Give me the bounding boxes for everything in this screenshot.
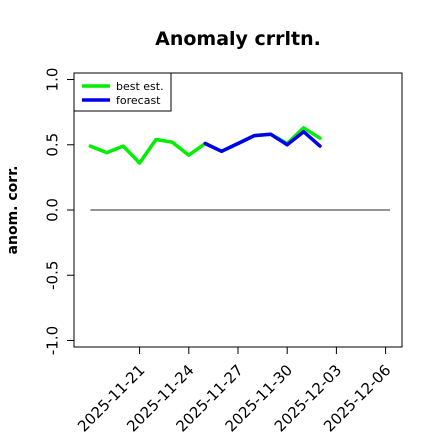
- legend-box: [73, 72, 172, 112]
- y-tick-label-4: -1.0: [43, 326, 61, 355]
- y-tick-label-3: -0.5: [43, 261, 61, 290]
- y-tick-label-0: 1.0: [43, 68, 61, 92]
- y-tick-label-2: 0.0: [43, 198, 61, 222]
- chart-title: Anomaly crrltn.: [155, 28, 321, 50]
- y-tick-label-1: 0.5: [43, 133, 61, 157]
- series-line-1: [203, 129, 322, 154]
- legend-label-1: forecast: [116, 94, 161, 107]
- legend-label-0: best est.: [116, 80, 164, 93]
- y-axis-label: anom. corr.: [5, 166, 21, 255]
- plot-area: 1.00.50.0-0.5-1.02025-11-212025-11-24202…: [43, 68, 403, 435]
